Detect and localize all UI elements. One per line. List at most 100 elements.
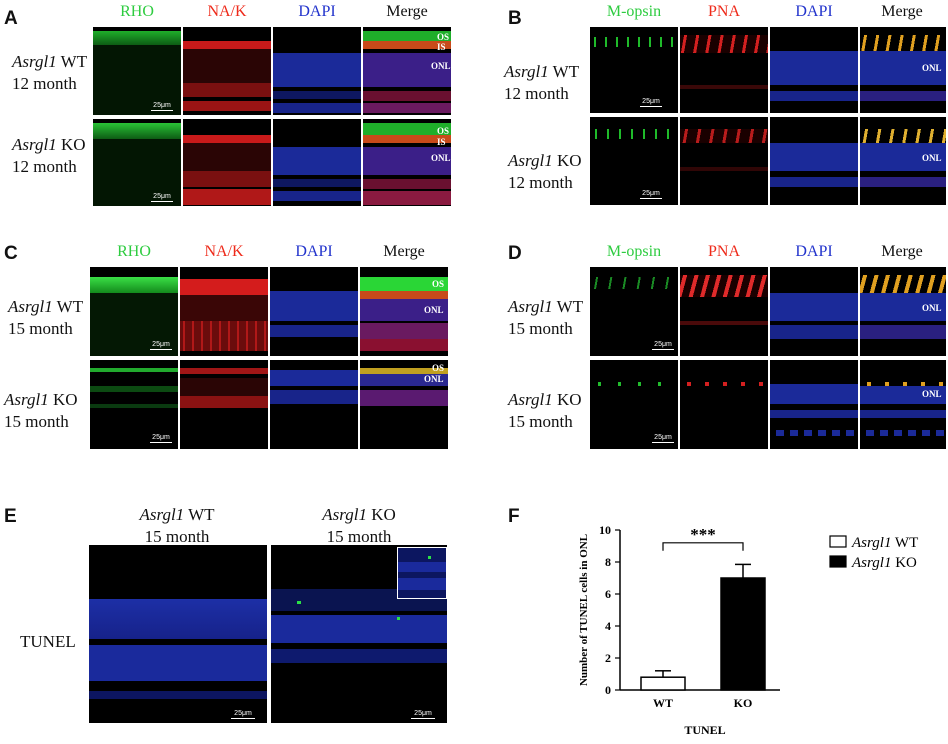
micrograph-merge: OS IS ONL xyxy=(362,118,452,207)
row-label: Asrgl1 WT 15 month xyxy=(8,297,84,338)
micrograph-dapi xyxy=(272,26,362,116)
row-label: Asrgl1 WT 12 month xyxy=(12,52,88,93)
channel-label: RHO xyxy=(117,243,151,260)
layer-label: ONL xyxy=(431,61,451,71)
layer-label: OS xyxy=(432,279,445,289)
channel-label: Merge xyxy=(386,3,428,20)
panel-label-e: E xyxy=(4,506,17,527)
micrograph-pna xyxy=(679,26,769,114)
micrograph-rho: 25μm xyxy=(92,118,182,207)
scale-bar: 25μm xyxy=(652,434,674,443)
micrograph-tunel-wt: 25μm xyxy=(88,544,268,724)
micrograph-mopsin: 25μm xyxy=(589,359,679,450)
micrograph-dapi xyxy=(269,359,359,450)
channel-label: DAPI xyxy=(795,3,833,20)
legend-label: Asrgl1 WT xyxy=(851,535,918,551)
layer-label: ONL xyxy=(922,153,942,163)
y-tick-label: 8 xyxy=(605,555,611,569)
scale-bar: 25μm xyxy=(231,710,255,719)
channel-label: M-opsin xyxy=(606,243,662,260)
channel-label: PNA xyxy=(707,3,740,20)
micrograph-dapi xyxy=(269,266,359,357)
layer-label: OS xyxy=(437,32,450,42)
micrograph-rho: 25μm xyxy=(89,266,179,357)
column-label: Asrgl1 WT 15 month xyxy=(139,505,215,546)
x-tick-label: KO xyxy=(734,696,753,710)
micrograph-merge: OS IS ONL xyxy=(362,26,452,116)
channel-label: DAPI xyxy=(298,3,336,20)
layer-label: OS xyxy=(432,363,445,373)
panel-label-b: B xyxy=(508,8,522,29)
y-tick-label: 10 xyxy=(599,523,611,537)
micrograph-mopsin: 25μm xyxy=(589,26,679,114)
micrograph-nak xyxy=(182,118,272,207)
micrograph-pna xyxy=(679,359,769,450)
micrograph-pna xyxy=(679,266,769,357)
micrograph-merge: ONL xyxy=(859,266,947,357)
micrograph-merge: ONL xyxy=(859,26,947,114)
scale-bar: 25μm xyxy=(150,341,172,350)
micrograph-dapi xyxy=(769,116,859,206)
micrograph-rho: 25μm xyxy=(92,26,182,116)
layer-label: ONL xyxy=(424,305,444,315)
column-label: Asrgl1 KO 15 month xyxy=(322,505,396,546)
scale-bar: 25μm xyxy=(151,102,173,111)
significance-bracket xyxy=(662,542,744,551)
y-tick-label: 0 xyxy=(605,683,611,697)
micrograph-nak xyxy=(182,26,272,116)
row-label: Asrgl1 KO 12 month xyxy=(12,135,86,176)
channel-label: DAPI xyxy=(795,243,833,260)
layer-label: IS xyxy=(437,137,446,147)
panel-label-d: D xyxy=(508,243,522,264)
legend-swatch xyxy=(829,535,847,548)
micrograph-dapi xyxy=(272,118,362,207)
micrograph-tunel-ko: 25μm xyxy=(270,544,448,724)
micrograph-pna xyxy=(679,116,769,206)
tunel-positive-cell xyxy=(397,617,400,620)
channel-label: RHO xyxy=(120,3,154,20)
micrograph-merge: OS ONL xyxy=(359,359,449,450)
channel-label: Merge xyxy=(881,3,923,20)
tunel-bar-chart: 0 2 4 6 8 10 Number of TUNEL cells in ONL WT KO T… xyxy=(578,523,918,737)
y-axis-title: Number of TUNEL cells in ONL xyxy=(578,534,590,686)
micrograph-mopsin: 25μm xyxy=(589,266,679,357)
layer-label: ONL xyxy=(922,63,942,73)
significance-stars: *** xyxy=(690,525,716,544)
scale-bar: 25μm xyxy=(150,434,172,443)
layer-label: ONL xyxy=(922,389,942,399)
scale-bar: 25μm xyxy=(640,98,662,107)
channel-label: NA/K xyxy=(204,243,244,260)
layer-label: ONL xyxy=(431,153,451,163)
row-label: Asrgl1 KO 15 month xyxy=(508,390,582,431)
micrograph-mopsin: 25μm xyxy=(589,116,679,206)
y-tick-label: 4 xyxy=(605,619,611,633)
row-label: Asrgl1 KO 12 month xyxy=(508,151,582,192)
x-axis-title: TUNEL xyxy=(684,723,725,737)
y-tick-label: 6 xyxy=(605,587,611,601)
channel-label: Merge xyxy=(383,243,425,260)
scale-bar: 25μm xyxy=(652,341,674,350)
panel-label-c: C xyxy=(4,243,18,264)
scale-bar: 25μm xyxy=(640,190,662,199)
layer-label: OS xyxy=(437,126,450,136)
layer-label: ONL xyxy=(922,303,942,313)
inset-image xyxy=(397,547,447,599)
micrograph-dapi xyxy=(769,266,859,357)
micrograph-merge: ONL xyxy=(859,359,947,450)
y-tick-label: 2 xyxy=(605,651,611,665)
channel-label: M-opsin xyxy=(606,3,662,20)
micrograph-dapi xyxy=(769,26,859,114)
legend-label: Asrgl1 KO xyxy=(851,555,917,571)
bar-wt xyxy=(640,676,686,691)
row-label: Asrgl1 WT 15 month xyxy=(508,297,584,338)
micrograph-nak xyxy=(179,266,269,357)
tunel-positive-cell xyxy=(297,601,301,604)
channel-label: PNA xyxy=(707,243,740,260)
scale-bar: 25μm xyxy=(151,193,173,202)
micrograph-merge: ONL xyxy=(859,116,947,206)
channel-label: DAPI xyxy=(295,243,333,260)
row-label: TUNEL xyxy=(20,632,76,651)
micrograph-dapi xyxy=(769,359,859,450)
row-label: Asrgl1 WT 12 month xyxy=(504,62,580,103)
channel-label: NA/K xyxy=(207,3,247,20)
